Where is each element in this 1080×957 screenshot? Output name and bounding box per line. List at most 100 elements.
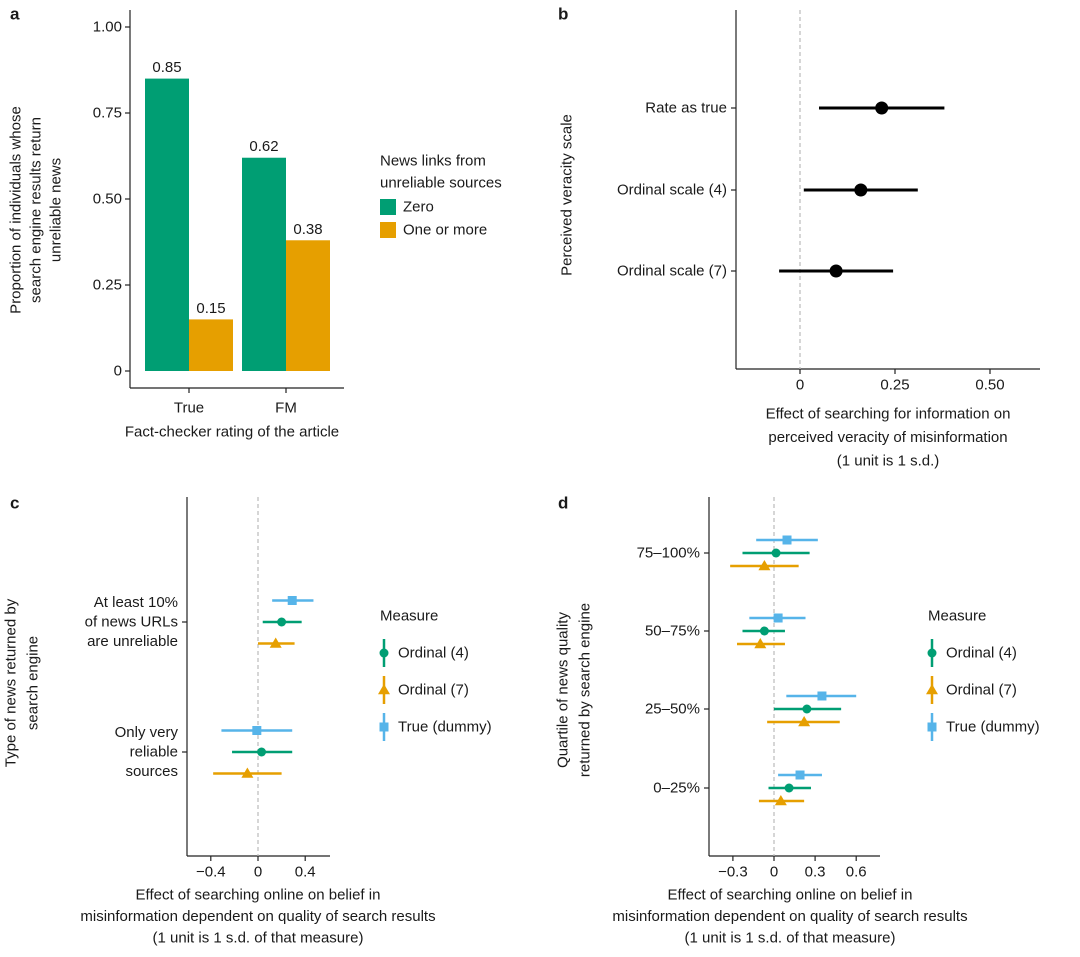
- point-estimate-ordinal-7-: [798, 716, 811, 727]
- y-tick-label: 0: [114, 363, 122, 380]
- legend-swatch: [380, 222, 396, 238]
- y-tick-label: 0.25: [93, 277, 122, 294]
- y-tick-label: 0–25%: [653, 780, 700, 797]
- point-estimate-ordinal-7-: [754, 638, 767, 649]
- x-axis-title: (1 unit is 1 s.d. of that measure): [685, 930, 896, 947]
- point-estimate-true-dummy-: [287, 596, 297, 605]
- y-tick-label: of news URLs: [85, 614, 178, 631]
- point-estimate: [875, 101, 889, 115]
- data-label: 0.15: [196, 300, 225, 317]
- bar-zero: [242, 157, 286, 371]
- x-tick-label: −0.3: [718, 864, 748, 881]
- point-estimate-ordinal-7-: [758, 560, 771, 571]
- point-estimate-ordinal-4-: [784, 783, 794, 793]
- legend-title: Measure: [928, 608, 986, 625]
- y-axis-title: returned by search engine: [577, 603, 594, 777]
- legend-key-marker: [927, 722, 937, 732]
- point-estimate: [854, 183, 868, 197]
- legend-label: One or more: [403, 222, 487, 239]
- legend-label: True (dummy): [946, 719, 1040, 736]
- point-estimate-true-dummy-: [795, 770, 805, 780]
- x-tick-label: True: [174, 400, 204, 417]
- x-tick-label: 0: [254, 864, 262, 881]
- x-axis-title: Effect of searching online on belief in: [136, 887, 381, 904]
- y-tick-label: 50–75%: [645, 623, 700, 640]
- x-tick-label: 0.25: [880, 377, 909, 394]
- point-estimate-true-dummy-: [782, 535, 792, 545]
- x-tick-label: 0: [796, 377, 804, 394]
- x-axis-title: (1 unit is 1 s.d.): [837, 453, 940, 470]
- y-tick-label: are unreliable: [87, 633, 178, 650]
- data-label: 0.62: [249, 138, 278, 155]
- y-axis-title: Quartile of news quality: [555, 612, 572, 768]
- y-tick-label: 75–100%: [637, 545, 700, 562]
- legend-label: Zero: [403, 199, 434, 216]
- x-tick-label: 0.6: [846, 864, 867, 881]
- point-estimate-true-dummy-: [773, 613, 783, 623]
- y-tick-label: Rate as true: [645, 100, 727, 117]
- y-tick-label: Ordinal scale (7): [617, 263, 727, 280]
- point-estimate-ordinal-7-: [269, 637, 282, 648]
- legend-label: Ordinal (7): [946, 682, 1017, 699]
- legend-label: Ordinal (7): [398, 682, 469, 699]
- panel-label-c: c: [10, 494, 19, 513]
- panel-label-d: d: [558, 494, 568, 513]
- legend-label: Ordinal (4): [946, 645, 1017, 662]
- y-tick-label: Only very: [115, 724, 179, 741]
- legend-swatch: [380, 199, 396, 215]
- x-tick-label: 0: [770, 864, 778, 881]
- point-estimate-ordinal-7-: [774, 795, 787, 806]
- x-axis-title: Fact-checker rating of the article: [125, 424, 339, 441]
- x-tick-label: FM: [275, 400, 297, 417]
- x-tick-label: 0.50: [975, 377, 1004, 394]
- y-tick-label: sources: [125, 763, 178, 780]
- point-estimate-ordinal-7-: [241, 767, 254, 778]
- legend-key-marker: [926, 684, 938, 695]
- bar-one-or-more: [189, 319, 233, 371]
- x-tick-label: −0.4: [196, 864, 226, 881]
- y-tick-label: Ordinal scale (4): [617, 182, 727, 199]
- x-axis-title: Effect of searching online on belief in: [668, 887, 913, 904]
- point-estimate-true-dummy-: [817, 691, 827, 701]
- point-estimate-ordinal-4-: [802, 704, 812, 714]
- y-tick-label: 25–50%: [645, 701, 700, 718]
- x-axis-title: perceived veracity of misinformation: [768, 429, 1007, 446]
- x-axis-title: Effect of searching for information on: [766, 406, 1011, 423]
- bar-zero: [145, 78, 189, 371]
- y-tick-label: 0.75: [93, 105, 122, 122]
- point-estimate-ordinal-4-: [277, 617, 287, 627]
- y-axis-title: unreliable news: [48, 158, 65, 262]
- legend-title: Measure: [380, 608, 438, 625]
- data-label: 0.85: [152, 59, 181, 76]
- x-tick-label: 0.3: [805, 864, 826, 881]
- x-axis-title: misinformation dependent on quality of s…: [612, 908, 967, 925]
- legend-key-marker: [379, 722, 389, 732]
- bar-one-or-more: [286, 240, 330, 371]
- legend-title: unreliable sources: [380, 175, 502, 192]
- y-tick-label: 0.50: [93, 191, 122, 208]
- data-label: 0.38: [293, 221, 322, 238]
- y-tick-label: At least 10%: [94, 594, 178, 611]
- y-tick-label: reliable: [130, 744, 178, 761]
- legend-title: News links from: [380, 153, 486, 170]
- legend-key-marker: [927, 648, 937, 658]
- y-axis-title: search engine results return: [28, 117, 45, 303]
- y-axis-title: Type of news returned by: [3, 598, 20, 767]
- point-estimate: [829, 264, 843, 278]
- panel-label-a: a: [10, 5, 20, 24]
- legend-key-marker: [379, 648, 389, 658]
- x-axis-title: misinformation dependent on quality of s…: [80, 908, 435, 925]
- y-tick-label: 1.00: [93, 19, 122, 36]
- x-axis-title: (1 unit is 1 s.d. of that measure): [153, 930, 364, 947]
- panel-label-b: b: [558, 5, 568, 24]
- point-estimate-ordinal-4-: [759, 626, 769, 636]
- point-estimate-true-dummy-: [252, 726, 262, 735]
- legend-key-marker: [378, 684, 390, 695]
- y-axis-title: Proportion of individuals whose: [8, 106, 25, 314]
- legend-label: Ordinal (4): [398, 645, 469, 662]
- point-estimate-ordinal-4-: [257, 747, 267, 757]
- point-estimate-ordinal-4-: [771, 548, 781, 558]
- x-tick-label: 0.4: [295, 864, 316, 881]
- y-axis-title: Perceived veracity scale: [559, 114, 576, 276]
